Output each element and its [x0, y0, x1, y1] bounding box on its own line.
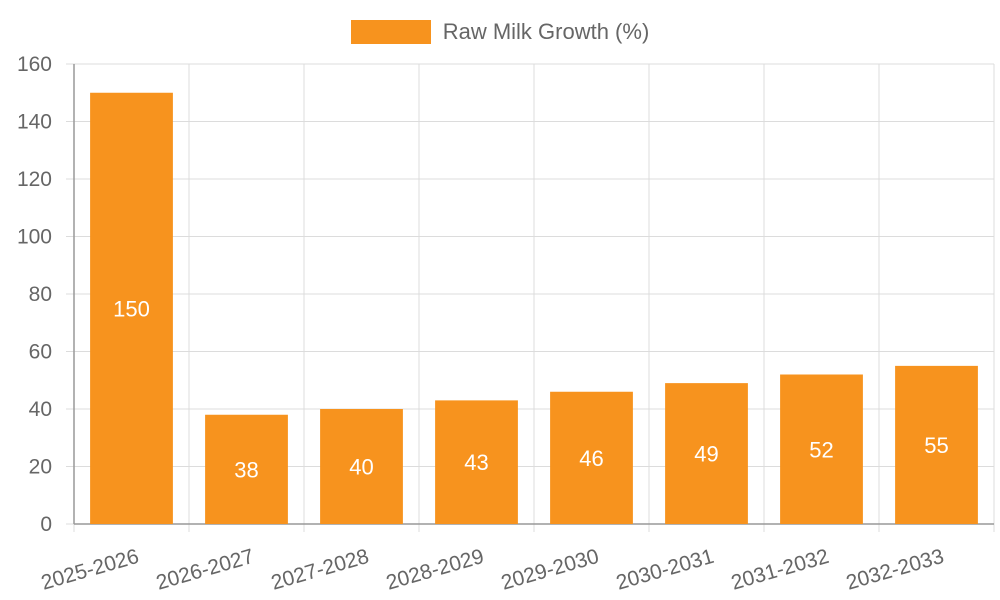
y-tick-label: 160: [17, 53, 52, 76]
x-tick-label: 2032-2033: [844, 545, 947, 595]
bar-2030-2031[interactable]: [665, 383, 748, 524]
data-label: 46: [579, 446, 603, 471]
bar-2029-2030[interactable]: [550, 391, 633, 524]
x-tick-label: 2030-2031: [614, 545, 717, 595]
bar-2026-2027[interactable]: [205, 414, 288, 524]
data-label: 40: [349, 455, 373, 480]
x-tick-label: 2028-2029: [384, 545, 487, 595]
data-label: 52: [809, 437, 833, 462]
x-tick-label: 2029-2030: [499, 545, 602, 595]
y-tick-label: 20: [29, 456, 52, 479]
data-label: 150: [113, 296, 150, 321]
data-label: 43: [464, 450, 488, 475]
data-label: 38: [234, 457, 258, 482]
x-tick-label: 2026-2027: [154, 545, 257, 595]
y-tick-label: 120: [17, 168, 52, 191]
y-tick-label: 60: [29, 341, 52, 364]
y-tick-label: 80: [29, 283, 52, 306]
y-tick-label: 0: [40, 513, 52, 536]
data-label: 49: [694, 442, 718, 467]
legend-label: Raw Milk Growth (%): [442, 19, 650, 44]
x-tick-label: 2031-2032: [729, 545, 832, 595]
data-label: 55: [924, 433, 948, 458]
bar-2027-2028[interactable]: [320, 409, 403, 524]
bar-2028-2029[interactable]: [435, 400, 518, 524]
legend[interactable]: Raw Milk Growth (%): [0, 19, 1000, 45]
y-tick-label: 40: [29, 398, 52, 421]
x-tick-label: 2027-2028: [269, 545, 372, 595]
bar-2032-2033[interactable]: [895, 365, 978, 524]
bar-2031-2032[interactable]: [780, 374, 863, 525]
bar-2025-2026[interactable]: [90, 92, 173, 524]
y-tick-label: 100: [17, 226, 52, 249]
y-tick-label: 140: [17, 111, 52, 134]
x-tick-label: 2025-2026: [39, 545, 142, 595]
legend-swatch: [350, 20, 431, 44]
